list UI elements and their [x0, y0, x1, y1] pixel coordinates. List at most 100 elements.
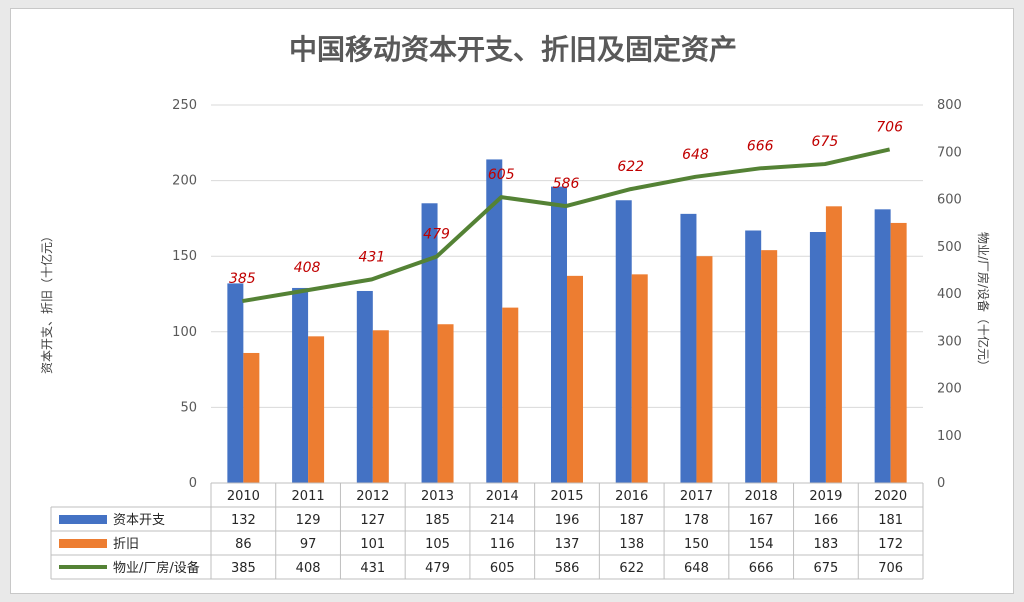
- table-cell: 706: [878, 561, 903, 576]
- table-cell: 137: [555, 537, 580, 552]
- x-tick-label: 2018: [745, 489, 778, 504]
- data-label-ppe-2015: 586: [553, 176, 580, 192]
- table-cell: 129: [296, 513, 321, 528]
- x-tick-label: 2015: [550, 489, 583, 504]
- data-label-ppe-2020: 706: [876, 119, 903, 135]
- chart: 中国移动资本开支、折旧及固定资产 0 50 100 150 200 250 0 100 200…: [39, 33, 991, 580]
- table-cell: 385: [231, 561, 256, 576]
- bar-capex-2020: [874, 209, 891, 483]
- table-cell: 132: [231, 513, 256, 528]
- legend-swatch: [59, 539, 107, 548]
- bar-capex-2010: [227, 283, 244, 483]
- x-tick-label: 2012: [356, 489, 389, 504]
- bar-capex-2016: [615, 200, 632, 484]
- table-cell: 187: [619, 513, 644, 528]
- bar-capex-2013: [421, 203, 438, 483]
- x-tick-label: 2020: [874, 489, 907, 504]
- y-right-tick-label: 300: [937, 334, 962, 349]
- y-right-tick-label: 700: [937, 145, 962, 160]
- legend-swatch: [59, 515, 107, 524]
- chart-title: 中国移动资本开支、折旧及固定资产: [289, 33, 737, 66]
- bar-capex-2012: [356, 290, 373, 483]
- table-cell: 101: [360, 537, 385, 552]
- data-label-ppe-2011: 408: [294, 260, 321, 276]
- data-label-ppe-2014: 605: [488, 167, 515, 183]
- bar-depreciation-2015: [567, 275, 583, 483]
- y-left-tick-label: 0: [189, 476, 197, 491]
- table-cell: 675: [813, 561, 838, 576]
- y-right-tick-label: 800: [937, 98, 962, 113]
- bar-depreciation-2016: [631, 274, 648, 483]
- bar-capex-2018: [745, 230, 762, 483]
- bar-capex-2019: [809, 232, 826, 483]
- data-label-ppe-2010: 385: [229, 271, 256, 287]
- bar-depreciation-2014: [502, 307, 519, 483]
- chart-frame: 中国移动资本开支、折旧及固定资产 0 50 100 150 200 250 0 100 200…: [10, 8, 1014, 594]
- y-left-tick-label: 250: [172, 98, 197, 113]
- bar-capex-2017: [680, 213, 697, 483]
- y-left-tick-label: 150: [172, 249, 197, 264]
- x-tick-label: 2017: [680, 489, 713, 504]
- table-cell: 138: [619, 537, 644, 552]
- data-label-ppe-2017: 648: [682, 147, 709, 163]
- bar-capex-2015: [551, 186, 567, 483]
- bar-depreciation-2012: [372, 330, 389, 483]
- table-cell: 622: [619, 561, 644, 576]
- table-cell: 648: [684, 561, 709, 576]
- legend-label: 物业/厂房/设备: [113, 560, 200, 576]
- table-cell: 196: [555, 513, 580, 528]
- table-cell: 605: [490, 561, 515, 576]
- y-right-tick-label: 600: [937, 193, 962, 208]
- table-cell: 97: [300, 537, 317, 552]
- table-cell: 172: [878, 537, 903, 552]
- x-tick-label: 2013: [421, 489, 454, 504]
- y-right-tick-label: 0: [937, 476, 945, 491]
- x-tick-label: 2010: [227, 489, 260, 504]
- table-cell: 666: [749, 561, 774, 576]
- table-cell: 479: [425, 561, 450, 576]
- table-cell: 154: [749, 537, 774, 552]
- bar-depreciation-2019: [825, 206, 842, 483]
- table-cell: 178: [684, 513, 709, 528]
- legend-label: 资本开支: [113, 513, 165, 528]
- y-left-tick-label: 100: [172, 325, 197, 340]
- table-cell: 116: [490, 537, 515, 552]
- y-right-axis-title: 物业/厂房/设备（十亿元）: [976, 232, 991, 372]
- bar-capex-2011: [292, 287, 309, 483]
- bar-depreciation-2018: [761, 250, 778, 483]
- bar-depreciation-2017: [696, 256, 713, 483]
- table-cell: 150: [684, 537, 709, 552]
- table-cell: 408: [296, 561, 321, 576]
- bar-depreciation-2013: [437, 324, 454, 483]
- x-tick-label: 2011: [292, 489, 325, 504]
- y-left-axis-title: 资本开支、折旧（十亿元）: [39, 230, 54, 374]
- table-cell: 167: [749, 513, 774, 528]
- table-cell: 127: [360, 513, 385, 528]
- data-label-ppe-2018: 666: [747, 138, 774, 154]
- data-label-ppe-2012: 431: [358, 249, 385, 265]
- data-label-ppe-2019: 675: [812, 134, 839, 150]
- table-cell: 214: [490, 513, 515, 528]
- bar-depreciation-2011: [308, 336, 325, 483]
- bar-capex-2014: [486, 159, 503, 483]
- x-tick-label: 2014: [486, 489, 519, 504]
- y-right-tick-label: 500: [937, 240, 962, 255]
- data-label-ppe-2013: 479: [423, 227, 450, 243]
- table-cell: 586: [555, 561, 580, 576]
- bar-depreciation-2010: [243, 352, 260, 483]
- x-tick-label: 2019: [809, 489, 842, 504]
- legend-label: 折旧: [113, 537, 139, 552]
- table-cell: 181: [878, 513, 903, 528]
- data-label-ppe-2016: 622: [617, 159, 644, 175]
- table-cell: 105: [425, 537, 450, 552]
- y-left-tick-label: 50: [180, 400, 197, 415]
- y-left-tick-label: 200: [172, 174, 197, 189]
- table-cell: 183: [813, 537, 838, 552]
- y-right-tick-label: 100: [937, 429, 962, 444]
- table-cell: 185: [425, 513, 450, 528]
- table-cell: 166: [813, 513, 838, 528]
- table-cell: 86: [235, 537, 252, 552]
- line-ppe: [242, 147, 891, 304]
- x-tick-label: 2016: [615, 489, 648, 504]
- y-right-tick-label: 200: [937, 382, 962, 397]
